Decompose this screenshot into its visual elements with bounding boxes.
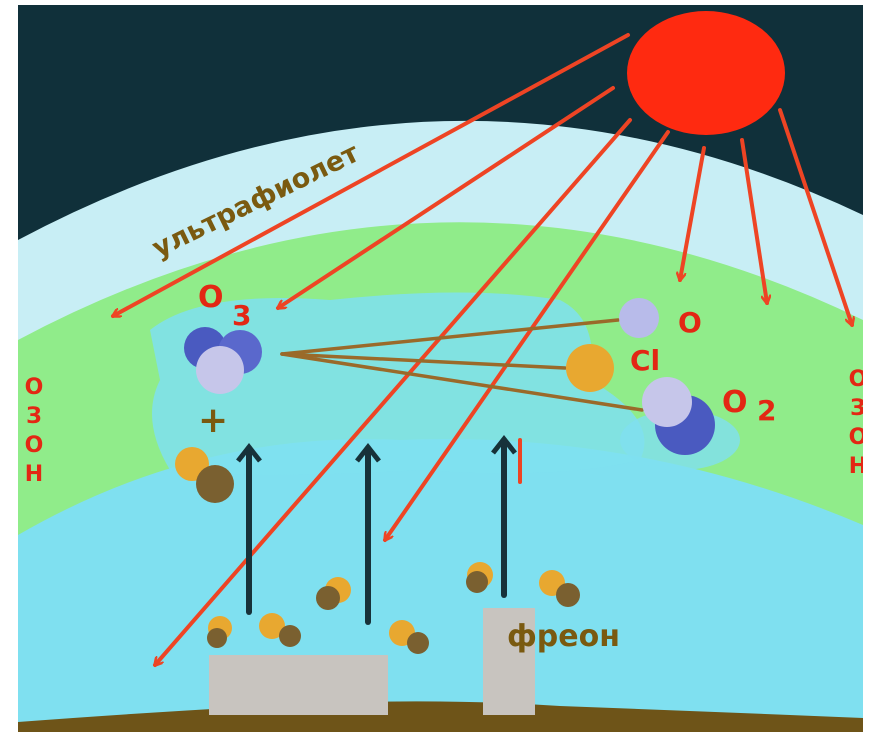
freon-label: фреон (507, 619, 620, 654)
oxygen-molecule-label-base: O (722, 385, 748, 420)
oxygen-molecule (642, 377, 715, 455)
ozone-vertical-label-right: ОЗОН (846, 367, 871, 483)
ozone-molecule (184, 327, 262, 394)
ozone-formula-base: O (198, 280, 224, 315)
factory-building (209, 655, 388, 715)
uv-ray-arrow (680, 146, 706, 280)
ozone-formula-subscript: 3 (232, 299, 251, 332)
chlorine-atom (566, 344, 614, 392)
freon-particles (207, 562, 580, 654)
lower-atmosphere (18, 439, 863, 732)
sun (627, 11, 785, 135)
uv-ray-arrow (155, 118, 632, 665)
uv-ray-arrow (778, 108, 852, 325)
ozone-vertical-label-left: ОЗОН (22, 375, 47, 491)
cloud-patch (150, 292, 645, 475)
bond-line (280, 318, 620, 356)
plus-sign: + (198, 400, 228, 441)
uv-ray-arrow (740, 138, 767, 303)
freon-particle-pair (175, 447, 234, 503)
oxygen-molecule-label-subscript: 2 (757, 394, 776, 427)
uv-ray-arrow (278, 86, 615, 310)
uv-ray-arrow (385, 130, 670, 540)
oxygen-atom (619, 298, 659, 338)
bond-line (280, 352, 644, 412)
factory-chimney (483, 608, 535, 715)
oxygen-atom-label: O (678, 306, 702, 339)
bond-line (280, 352, 567, 370)
uv-ray-arrow (113, 33, 630, 318)
chlorine-label: Cl (630, 344, 660, 377)
